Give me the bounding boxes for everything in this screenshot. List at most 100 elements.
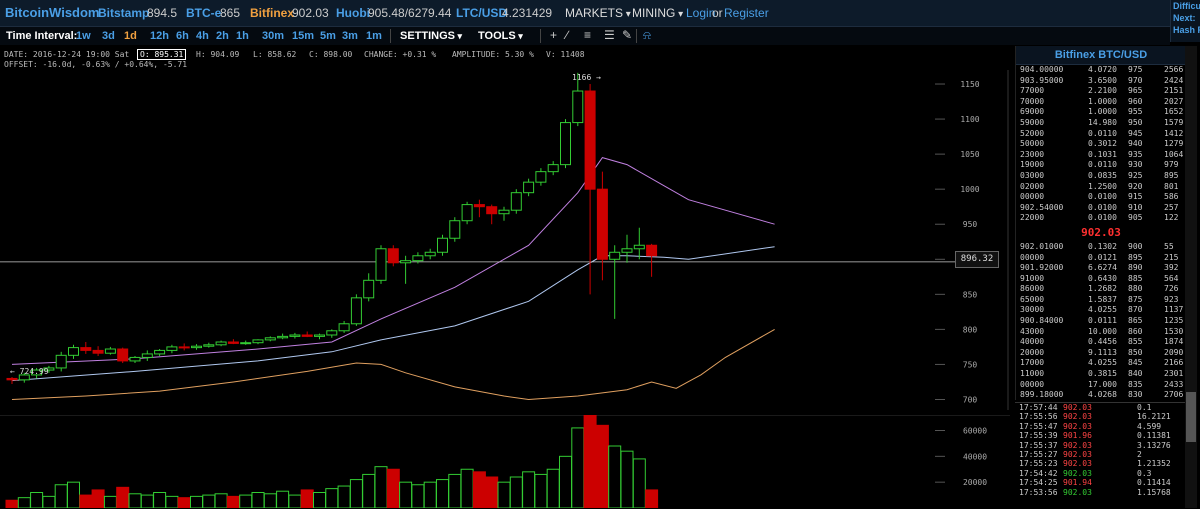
volume-bar [620, 450, 634, 508]
interval-6h[interactable]: 6h [176, 30, 189, 42]
interval-4h[interactable]: 4h [196, 30, 209, 42]
order-depth-total: 122 [1164, 213, 1179, 223]
interval-1w[interactable]: 1w [76, 30, 91, 42]
order-depth-price: 950 [1128, 117, 1143, 127]
volume-bar [374, 466, 388, 508]
volume-bar [140, 494, 154, 508]
info-change: CHANGE: +0.31 % [364, 50, 437, 59]
interval-1m[interactable]: 1m [366, 30, 382, 42]
trade-time: 17:55:23 [1019, 459, 1058, 469]
info-high: H: 904.09 [196, 50, 240, 59]
order-amount: 1.5837 [1088, 294, 1117, 304]
interval-15m[interactable]: 15m [292, 30, 315, 42]
fib-icon[interactable]: ☰ [604, 28, 615, 42]
order-depth-total: 923 [1164, 294, 1179, 304]
volume-bar [411, 484, 425, 508]
market-bitfinex[interactable]: Bitfinex [250, 6, 295, 20]
order-depth-price: 830 [1128, 390, 1143, 400]
market-btce[interactable]: BTC-e [186, 6, 222, 20]
pen-icon[interactable]: ✎ [622, 28, 633, 42]
order-amount: 4.0255 [1088, 358, 1117, 368]
order-row: 65000 1.5837 875 923 [1016, 295, 1186, 306]
market-bitstamp[interactable]: Bitstamp [98, 6, 150, 20]
order-depth-price: 930 [1128, 160, 1143, 170]
info-low: L: 858.62 [253, 50, 297, 59]
volume-bar [546, 468, 560, 508]
volume-bar [239, 494, 253, 508]
volume-bar [177, 497, 191, 508]
order-book-title: Bitfinex BTC/USD [1016, 46, 1186, 65]
trade-time: 17:55:37 [1019, 440, 1058, 450]
mining-menu[interactable]: MINING [632, 6, 683, 20]
plus-icon[interactable]: + [550, 28, 558, 42]
interval-30m[interactable]: 30m [262, 30, 285, 42]
interval-2h[interactable]: 2h [216, 30, 229, 42]
trade-amount: 0.1 [1137, 403, 1152, 412]
markets-menu[interactable]: MARKETS [565, 6, 631, 20]
order-row: 02000 1.2500 920 801 [1016, 182, 1186, 193]
register-link[interactable]: Register [724, 6, 769, 20]
order-row: 22000 0.0100 905 122 [1016, 213, 1186, 224]
volume-bar [583, 415, 597, 508]
trade-row: 17:55:37 902.03 3.13276 [1015, 441, 1185, 450]
hlines-icon[interactable]: ≡ [584, 28, 592, 42]
trade-row: 17:54:25 901.94 0.11414 [1015, 478, 1185, 487]
order-book-bids: 902.01000 0.1302 900 55 00000 0.0121 895 215 901… [1016, 242, 1186, 401]
volume-bar [91, 489, 105, 508]
volume-bar [165, 495, 179, 508]
trade-amount: 2 [1137, 449, 1142, 459]
order-book-asks: 904.00000 4.0720 975 2566 903.95000 3.6500 970… [1016, 65, 1186, 224]
trade-row: 17:55:23 902.03 1.21352 [1015, 459, 1185, 468]
ema-fast-line [11, 157, 775, 365]
candle-body [178, 346, 190, 349]
order-depth-price: 920 [1128, 181, 1143, 191]
interval-1d[interactable]: 1d [124, 30, 137, 42]
order-row: 17000 4.0255 845 2166 [1016, 358, 1186, 369]
interval-5m[interactable]: 5m [320, 30, 336, 42]
order-depth-total: 2151 [1164, 86, 1184, 96]
tools-menu[interactable]: TOOLS [478, 30, 523, 42]
order-depth-total: 215 [1164, 252, 1179, 262]
price-chart[interactable]: 7007508008509009501000105011001150 [0, 70, 1010, 410]
order-amount: 0.0835 [1088, 170, 1117, 180]
trade-price: 902.03 [1063, 487, 1092, 497]
market-ltcusd[interactable]: LTC/USD [456, 6, 508, 20]
brand-logo[interactable]: BitcoinWisdom [5, 5, 100, 20]
trade-time: 17:55:27 [1019, 449, 1058, 459]
order-amount: 0.1031 [1088, 149, 1117, 159]
settings-menu[interactable]: SETTINGS [400, 30, 462, 42]
order-depth-total: 1412 [1164, 128, 1184, 138]
candle-body [68, 347, 79, 356]
volume-bar [116, 486, 130, 508]
order-depth-price: 880 [1128, 284, 1143, 294]
market-bitfinex-price: 902.03 [292, 6, 329, 20]
bell-icon[interactable]: ⍾ [643, 28, 651, 42]
volume-bar [349, 479, 363, 508]
order-depth-total: 1652 [1164, 107, 1184, 117]
order-row: 900.84000 0.0111 865 1235 [1016, 316, 1186, 327]
y-tick-label: 1050 [960, 150, 979, 159]
interval-1h[interactable]: 1h [236, 30, 249, 42]
order-price: 19000 [1020, 160, 1045, 170]
candle-body [104, 348, 116, 354]
market-huobi[interactable]: Huobi [336, 6, 370, 20]
line-icon[interactable]: ∕ [566, 28, 569, 42]
interval-3d[interactable]: 3d [102, 30, 115, 42]
order-price: 52000 [1020, 128, 1045, 138]
order-amount: 1.2500 [1088, 181, 1117, 191]
login-link[interactable]: Login [686, 6, 716, 20]
hashrate-label: Hash R [1173, 25, 1200, 35]
order-price: 904.00000 [1020, 65, 1064, 74]
scrollbar-thumb[interactable] [1186, 392, 1196, 442]
candle-body [154, 349, 166, 355]
order-price: 00000 [1020, 379, 1045, 389]
order-row: 52000 0.0110 945 1412 [1016, 129, 1186, 140]
order-price: 70000 [1020, 96, 1045, 106]
trade-price: 902.03 [1063, 421, 1092, 431]
order-depth-total: 392 [1164, 263, 1179, 273]
order-amount: 0.0111 [1088, 316, 1117, 326]
interval-3m[interactable]: 3m [342, 30, 358, 42]
interval-12h[interactable]: 12h [150, 30, 169, 42]
order-price: 59000 [1020, 117, 1045, 127]
volume-tick-label: 60000 [963, 427, 987, 436]
